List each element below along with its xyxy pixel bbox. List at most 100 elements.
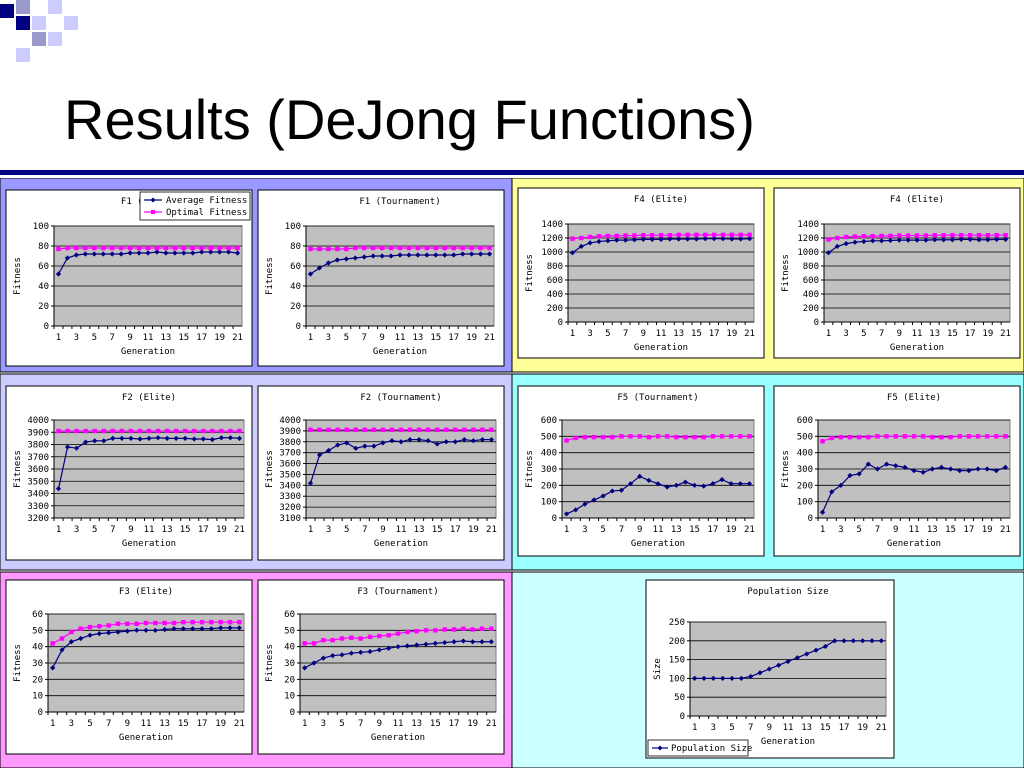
y-tick-label: 300: [797, 465, 813, 475]
y-tick-label: 3500: [279, 470, 301, 480]
data-point: [976, 237, 982, 243]
x-tick-label: 17: [196, 333, 207, 343]
x-tick-label: 13: [927, 525, 938, 535]
x-tick-label: 15: [947, 329, 958, 339]
data-point: [843, 234, 849, 240]
y-tick-label: 0: [38, 708, 43, 718]
x-tick-label: 13: [162, 525, 173, 535]
y-tick-label: 80: [38, 242, 49, 252]
x-tick-label: 13: [929, 329, 940, 339]
data-point: [154, 249, 160, 255]
chart-title: F2 (Elite): [122, 393, 176, 403]
data-point: [146, 435, 152, 441]
data-point: [834, 243, 840, 249]
chart-title: Population Size: [747, 587, 828, 597]
data-point: [398, 427, 404, 432]
y-tick-label: 3900: [279, 427, 301, 437]
data-point: [1003, 233, 1008, 238]
x-tick-label: 19: [214, 333, 225, 343]
x-tick-label: 1: [826, 329, 831, 339]
data-point: [905, 233, 911, 238]
x-tick-label: 7: [879, 329, 884, 339]
data-point: [78, 626, 83, 631]
y-tick-label: 20: [32, 675, 43, 685]
data-point: [405, 629, 410, 635]
y-axis-label: Size: [653, 658, 663, 680]
x-tick-label: 17: [198, 525, 209, 535]
x-axis-label: Generation: [890, 343, 944, 353]
data-point: [929, 466, 935, 472]
x-axis-label: Generation: [634, 343, 688, 353]
data-point: [235, 245, 240, 251]
data-point: [959, 233, 964, 238]
y-tick-label: 500: [797, 432, 813, 442]
data-point: [181, 245, 187, 251]
data-point: [358, 636, 363, 641]
data-point: [637, 434, 642, 439]
data-point: [451, 639, 457, 645]
data-point: [136, 250, 142, 256]
x-tick-label: 3: [843, 329, 848, 339]
data-point: [893, 434, 898, 439]
x-tick-label: 3: [582, 525, 587, 535]
data-point: [658, 233, 664, 238]
data-point: [344, 427, 349, 432]
x-tick-label: 1: [308, 333, 313, 343]
data-point: [649, 233, 655, 238]
x-tick-label: 19: [726, 525, 737, 535]
y-axis-label: Fitness: [13, 450, 23, 488]
data-point: [415, 252, 421, 258]
data-point: [847, 472, 853, 479]
y-tick-label: 3800: [279, 438, 301, 448]
data-point: [414, 628, 419, 634]
y-axis-label: Fitness: [265, 257, 275, 295]
data-point: [451, 245, 456, 251]
x-tick-label: 1: [692, 723, 697, 733]
data-point: [434, 427, 440, 432]
x-tick-label: 21: [234, 719, 245, 729]
x-tick-label: 15: [820, 723, 831, 733]
x-tick-label: 11: [912, 329, 923, 339]
y-tick-label: 600: [541, 416, 557, 426]
data-point: [641, 233, 646, 238]
results-chart-grid: F1 (Elite)02040608010013579111315171921G…: [0, 178, 1024, 768]
x-tick-label: 21: [486, 719, 497, 729]
data-point: [101, 428, 106, 434]
y-tick-label: 100: [33, 222, 49, 232]
data-point: [486, 251, 493, 257]
data-point: [646, 434, 652, 440]
data-point: [353, 445, 359, 451]
data-point: [118, 251, 124, 257]
data-point: [74, 428, 79, 434]
data-point: [685, 232, 690, 238]
x-axis-label: Generation: [887, 539, 941, 549]
y-tick-label: 500: [541, 432, 557, 442]
x-tick-label: 3: [326, 333, 331, 343]
y-tick-label: 0: [44, 322, 49, 332]
data-point: [869, 638, 875, 644]
data-point: [683, 434, 688, 440]
y-tick-label: 40: [290, 282, 301, 292]
data-point: [667, 233, 673, 238]
x-tick-label: 9: [767, 723, 772, 733]
data-point: [406, 245, 412, 251]
y-tick-label: 3500: [27, 477, 49, 487]
x-tick-label: 17: [963, 525, 974, 535]
chart-legend: Average Fitness Optimal Fitness: [139, 191, 251, 221]
x-tick-label: 21: [234, 525, 245, 535]
data-point: [720, 236, 726, 242]
x-tick-label: 11: [783, 723, 794, 733]
chart-1: F1 (Elite)02040608010013579111315171921G…: [5, 189, 253, 367]
data-point: [570, 236, 575, 241]
data-point: [609, 488, 615, 494]
data-point: [893, 463, 899, 469]
y-tick-label: 20: [38, 302, 49, 312]
x-tick-label: 21: [744, 329, 755, 339]
x-tick-label: 17: [965, 329, 976, 339]
legend-marker: [151, 210, 155, 214]
data-point: [738, 232, 743, 238]
data-point: [729, 232, 735, 238]
data-point: [676, 236, 682, 242]
